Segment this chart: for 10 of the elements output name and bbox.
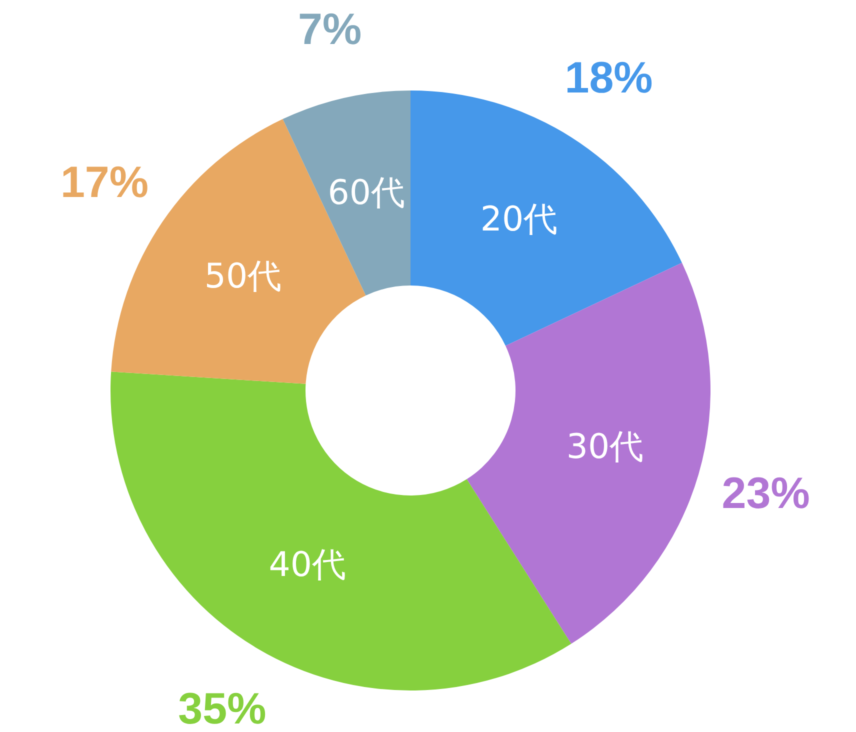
slice-label: 30代 bbox=[566, 426, 644, 467]
slice-label: 20代 bbox=[480, 200, 558, 240]
data-label: 17% bbox=[60, 158, 149, 208]
slice-label: 50代 bbox=[204, 256, 282, 297]
slice-label: 40代 bbox=[268, 544, 346, 585]
data-label: 7% bbox=[298, 4, 362, 54]
data-label: 23% bbox=[722, 469, 810, 518]
slice-label: 60代 bbox=[328, 172, 405, 213]
data-label: 35% bbox=[178, 684, 266, 732]
data-label: 18% bbox=[564, 54, 653, 103]
